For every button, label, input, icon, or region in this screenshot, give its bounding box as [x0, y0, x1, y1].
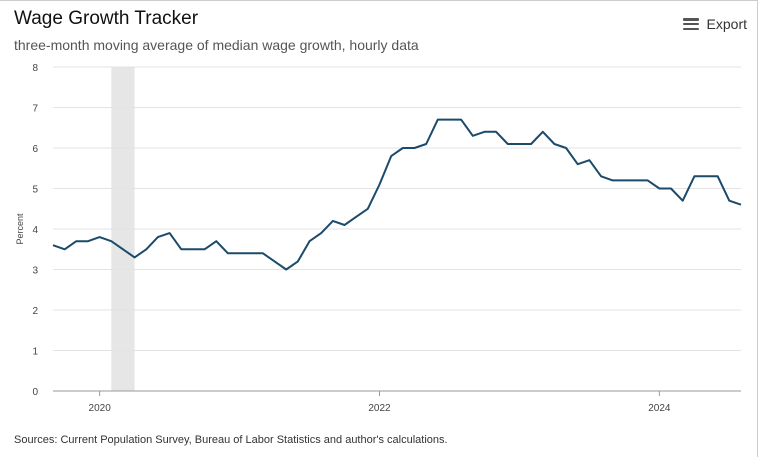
chart-title: Wage Growth Tracker [14, 8, 199, 29]
y-tick-label: 2 [32, 306, 38, 317]
x-tick-label: 2020 [89, 403, 112, 414]
y-tick-label: 8 [32, 63, 38, 74]
hamburger-menu-icon [682, 18, 699, 30]
chart-subtitle: three-month moving average of median wag… [14, 37, 419, 53]
x-tick-label: 2024 [648, 403, 671, 414]
y-tick-label: 3 [32, 266, 38, 277]
wage-growth-line [52, 118, 742, 271]
source-note: Sources: Current Population Survey, Bure… [14, 434, 448, 446]
y-tick-label: 5 [32, 185, 38, 196]
y-tick-label: 4 [32, 225, 38, 236]
x-tick-label: 2022 [368, 403, 391, 414]
y-axis-label: Percent [15, 213, 25, 245]
export-label: Export [706, 16, 747, 32]
y-tick-label: 7 [32, 104, 38, 115]
export-button[interactable]: Export [682, 16, 747, 32]
y-tick-label: 6 [32, 144, 38, 155]
y-tick-label: 1 [32, 347, 38, 358]
y-tick-label: 0 [32, 387, 38, 398]
